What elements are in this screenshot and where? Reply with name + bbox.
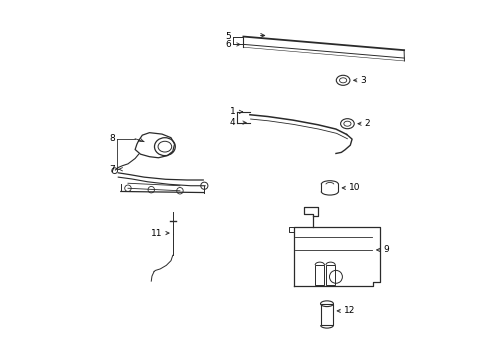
Text: 11: 11 [151, 229, 163, 238]
Text: 8: 8 [109, 134, 115, 143]
Text: 4: 4 [229, 118, 235, 127]
Text: 1: 1 [229, 107, 235, 116]
Text: 2: 2 [364, 119, 369, 128]
Bar [325, 265, 335, 285]
Bar [314, 265, 324, 285]
Text: 7: 7 [109, 165, 115, 174]
Text: 5: 5 [225, 32, 231, 41]
Text: 12: 12 [343, 306, 354, 315]
Bar [320, 304, 333, 325]
Text: 10: 10 [348, 183, 360, 192]
Text: 6: 6 [225, 40, 231, 49]
Text: 9: 9 [383, 246, 388, 255]
Text: 3: 3 [360, 76, 366, 85]
